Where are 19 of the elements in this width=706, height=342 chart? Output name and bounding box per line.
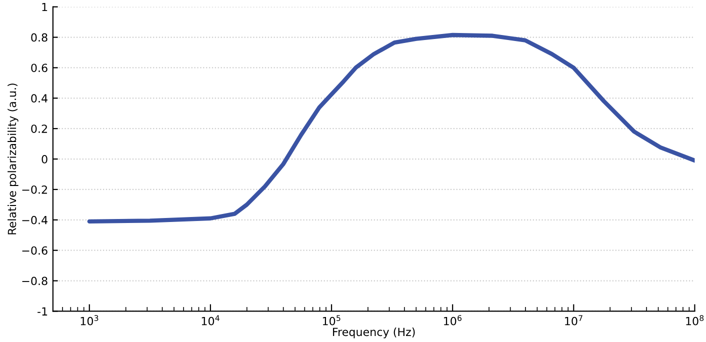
y-tick-label: 0.6 (31, 64, 48, 72)
x-tick-label: 10$^{6}$ (444, 315, 462, 326)
y-tick-label: 0.4 (31, 94, 48, 103)
y-tick-label: 0.2 (31, 124, 47, 133)
x-tick-label: 10$^{7}$ (565, 315, 582, 326)
x-tick-label: 10$^{5}$ (322, 315, 340, 326)
x-tick-label: 10$^{3}$ (80, 315, 98, 326)
y-axis-title: Relative polarizability (a.u.) (8, 84, 18, 234)
x-tick-label: 10$^{8}$ (686, 315, 704, 326)
y-tick-label: −0.6 (22, 246, 48, 255)
y-tick-label: 0 (42, 155, 48, 164)
x-tick-label: 10$^{4}$ (202, 315, 220, 326)
x-axis-title: Frequency (Hz) (333, 328, 415, 338)
y-tick-label: -1 (38, 307, 48, 316)
y-tick-label: −0.4 (22, 216, 48, 224)
y-tick-label: 1 (42, 2, 48, 12)
y-tick-label: −0.8 (22, 276, 48, 286)
y-tick-label: 0.8 (31, 33, 48, 42)
y-tick-label: −0.2 (22, 185, 47, 194)
